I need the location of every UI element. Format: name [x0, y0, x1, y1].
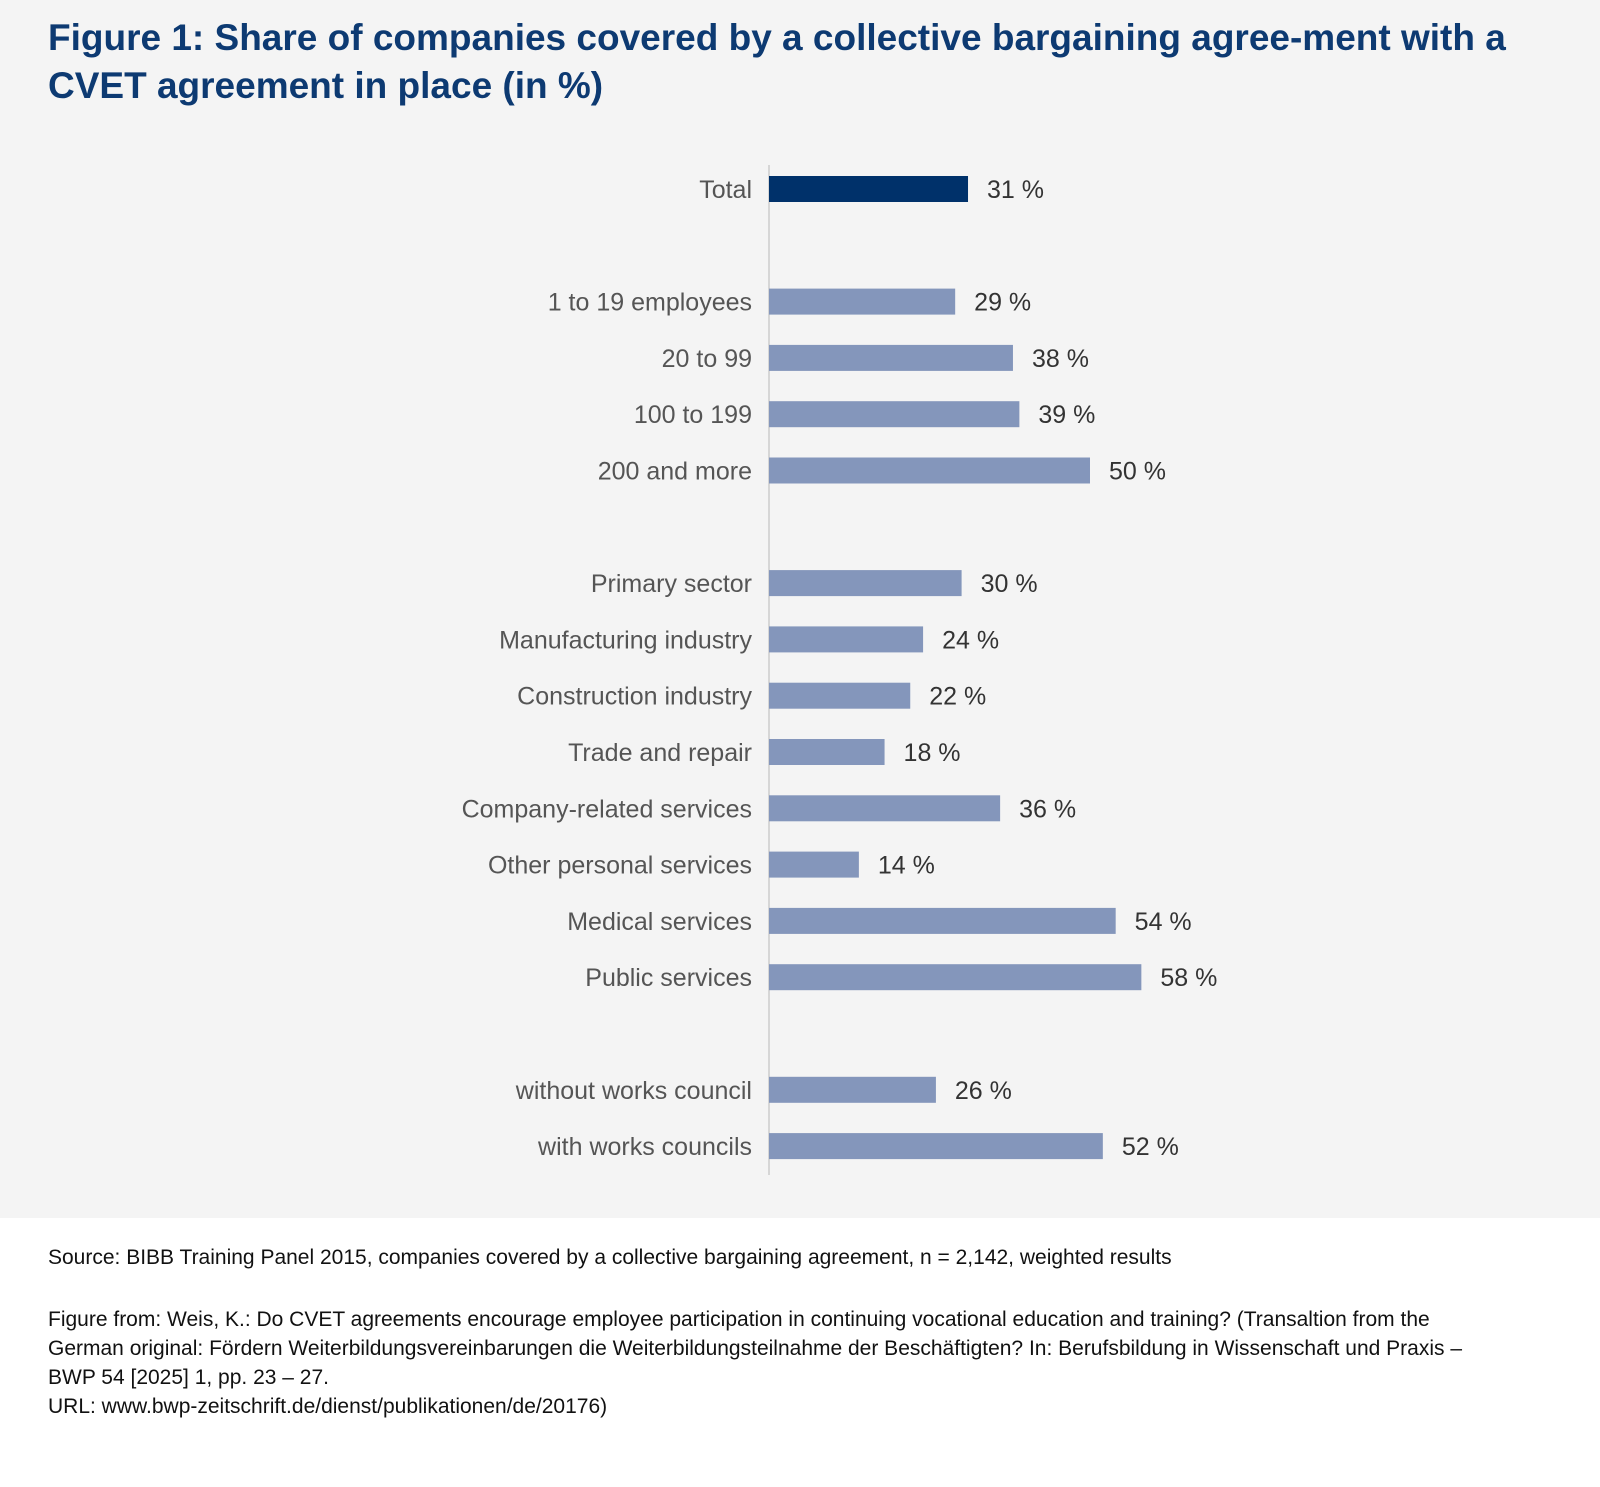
bar	[769, 457, 1090, 484]
figure-title: Figure 1: Share of companies covered by …	[48, 17, 1506, 106]
bar	[769, 739, 885, 765]
data-label: 39 %	[1038, 401, 1095, 429]
bar	[769, 401, 1020, 428]
bar	[769, 1076, 936, 1103]
category-label: Public services	[585, 964, 752, 992]
category-label: 100 to 199	[634, 401, 752, 429]
category-label: Trade and repair	[568, 739, 752, 767]
category-label: with works councils	[537, 1133, 752, 1161]
category-label: Primary sector	[591, 570, 752, 598]
data-label: 58 %	[1160, 964, 1217, 992]
bar	[769, 795, 1001, 822]
category-label: Construction industry	[517, 683, 752, 711]
bar	[769, 570, 962, 597]
data-label: 36 %	[1019, 795, 1076, 823]
category-label: Medical services	[567, 908, 752, 936]
bar	[769, 682, 911, 709]
category-label: Other personal services	[488, 852, 752, 880]
data-label: 52 %	[1122, 1133, 1179, 1161]
chart-panel	[0, 0, 1600, 1218]
bar	[769, 626, 924, 653]
bar	[769, 1133, 1103, 1160]
data-label: 30 %	[981, 570, 1038, 598]
category-label: 1 to 19 employees	[548, 289, 752, 317]
citation-url: URL: www.bwp-zeitschrift.de/dienst/publi…	[48, 1395, 608, 1418]
data-label: 24 %	[942, 626, 999, 654]
data-label: 50 %	[1109, 458, 1166, 486]
data-label: 29 %	[974, 289, 1031, 317]
bar	[769, 176, 969, 202]
category-label: Manufacturing industry	[499, 626, 752, 654]
bar	[769, 964, 1142, 991]
citation-text: Figure from: Weis, K.: Do CVET agreement…	[48, 1308, 1463, 1389]
data-label: 54 %	[1135, 908, 1192, 936]
data-label: 31 %	[987, 176, 1044, 204]
data-label: 14 %	[878, 852, 935, 880]
data-label: 18 %	[904, 739, 961, 767]
category-label: Total	[699, 176, 752, 204]
category-label: 20 to 99	[662, 345, 752, 373]
bar	[769, 344, 1013, 371]
bar	[769, 288, 956, 315]
citation-note: Figure from: Weis, K.: Do CVET agreement…	[48, 1305, 1468, 1421]
category-label: Company-related services	[462, 795, 752, 823]
bar-chart: Total 31 % 1 to 19 employees 29 % 20 to 99 38…	[462, 165, 1217, 1175]
source-note: Source: BIBB Training Panel 2015, compan…	[48, 1246, 1172, 1269]
data-label: 26 %	[955, 1077, 1012, 1105]
category-label: 200 and more	[598, 458, 752, 486]
data-label: 22 %	[929, 683, 986, 711]
data-label: 38 %	[1032, 345, 1089, 373]
bar	[769, 851, 859, 878]
bar	[769, 907, 1116, 934]
category-label: without works council	[515, 1077, 752, 1105]
